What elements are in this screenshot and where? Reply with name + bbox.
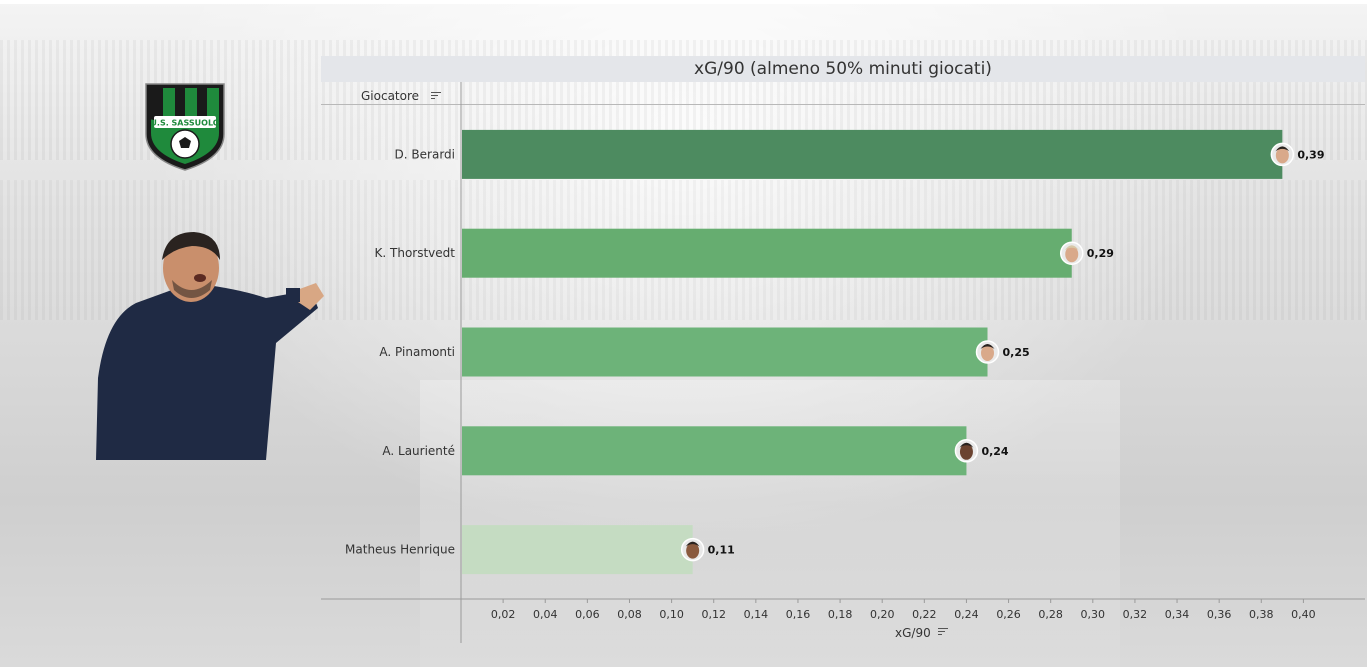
x-tick-label: 0,20: [870, 608, 895, 621]
player-avatar-icon: [1059, 241, 1084, 265]
bar[interactable]: [462, 228, 1072, 278]
x-tick-label: 0,30: [1081, 608, 1106, 621]
category-label: A. Pinamonti: [379, 345, 455, 359]
x-tick-label: 0,24: [954, 608, 979, 621]
data-label: 0,29: [1087, 247, 1114, 260]
chart-title: xG/90 (almeno 50% minuti giocati): [694, 59, 992, 79]
data-label: 0,24: [981, 445, 1008, 458]
player-avatar-icon: [954, 439, 979, 463]
chart-title-band: xG/90 (almeno 50% minuti giocati): [321, 56, 1365, 82]
bar[interactable]: [462, 525, 693, 575]
x-tick-label: 0,14: [744, 608, 769, 621]
category-label: Matheus Henrique: [345, 543, 455, 557]
x-tick-label: 0,34: [1165, 608, 1190, 621]
x-tick-label: 0,08: [617, 608, 642, 621]
x-axis-label: xG/90: [895, 626, 931, 640]
x-tick-label: 0,38: [1249, 608, 1274, 621]
row-header-label: Giocatore: [361, 89, 420, 103]
x-tick-label: 0,10: [659, 608, 684, 621]
player-avatar-icon: [680, 537, 705, 562]
data-label: 0,11: [708, 544, 735, 557]
player-avatar-icon: [975, 340, 1000, 364]
x-tick-label: 0,40: [1291, 608, 1316, 621]
category-label: D. Berardi: [395, 147, 455, 161]
logo-text: U.S. SASSUOLO: [150, 119, 219, 128]
data-label: 0,39: [1297, 148, 1324, 161]
header-divider: [321, 104, 1365, 105]
data-label: 0,25: [1003, 346, 1030, 359]
top-strip: [0, 0, 1367, 4]
x-tick-label: 0,28: [1038, 608, 1063, 621]
x-tick-label: 0,16: [786, 608, 811, 621]
x-tick-label: 0,02: [491, 608, 516, 621]
coach-photo: [96, 228, 328, 460]
bar[interactable]: [462, 426, 967, 476]
bar[interactable]: [462, 327, 988, 377]
player-avatar-icon: [1270, 142, 1295, 167]
x-tick-label: 0,22: [912, 608, 937, 621]
x-tick-label: 0,26: [996, 608, 1021, 621]
x-tick-label: 0,18: [828, 608, 853, 621]
category-label: K. Thorstvedt: [375, 246, 456, 260]
sassuolo-logo: U.S. SASSUOLO: [140, 76, 230, 172]
sort-icon[interactable]: [431, 92, 441, 100]
x-tick-label: 0,04: [533, 608, 558, 621]
x-sort-icon[interactable]: [938, 628, 948, 636]
bar[interactable]: [462, 129, 1283, 179]
x-tick-label: 0,12: [701, 608, 726, 621]
x-tick-label: 0,32: [1123, 608, 1148, 621]
x-tick-label: 0,36: [1207, 608, 1232, 621]
category-label: A. Laurienté: [382, 444, 455, 458]
x-tick-label: 0,06: [575, 608, 600, 621]
